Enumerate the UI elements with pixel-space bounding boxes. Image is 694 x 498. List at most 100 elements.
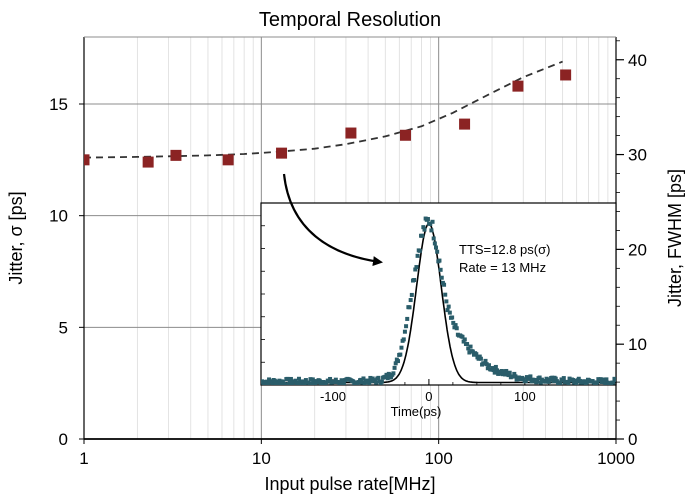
y2-tick-label: 40 [628,51,647,70]
inset-measured-point [393,361,398,366]
inset-measured-point [523,379,528,384]
inset-measured-point [398,352,403,357]
x-axis-title: Input pulse rate[MHz] [264,474,435,494]
y2-tick-label: 10 [628,335,647,354]
inset-measured-point [338,381,343,385]
inset-measured-point [421,225,426,230]
inset-measured-point [600,377,605,382]
data-point-marker [142,156,154,168]
inset-measured-point [435,249,440,254]
inset-measured-point [430,219,435,224]
inset-measured-point [476,356,481,361]
inset-measured-point [374,380,379,385]
inset-background [260,202,617,386]
inset-measured-point [417,248,422,253]
inset-measured-point [409,292,414,297]
inset-measured-point [485,366,490,371]
inset-measured-point [495,368,500,373]
inset-measured-point [420,233,425,238]
inset-measured-point [295,381,300,385]
inset-measured-point [535,379,540,384]
x-tick-label: 1000 [597,449,635,468]
y2-tick-label: 20 [628,240,647,259]
inset-measured-point [288,376,293,381]
inset-annotation-rate: Rate = 13 MHz [459,260,546,275]
inset-measured-point [444,299,449,304]
inset-measured-point [468,344,473,349]
inset-measured-point [498,371,503,376]
inset-measured-point [507,370,512,375]
inset-measured-point [379,379,384,384]
inset-measured-point [317,378,322,383]
inset-measured-point [366,379,371,384]
inset-measured-point [603,382,608,385]
inset-measured-point [501,369,506,374]
inset-measured-point [602,380,607,385]
inset-measured-point [296,376,301,381]
inset-measured-point [604,377,609,382]
inset-measured-point [272,378,277,383]
inset-measured-point [360,380,365,385]
inset-measured-point [574,381,579,385]
inset-chart: Time(ps) TTS=12.8 ps(σ) Rate = 13 MHz -1… [260,202,617,419]
inset-measured-point [474,352,479,357]
inset-measured-point [321,379,326,384]
inset-measured-point [490,366,495,371]
inset-measured-point [405,316,410,321]
data-point-marker [84,154,90,166]
inset-measured-point [595,380,600,385]
inset-measured-point [511,374,516,379]
inset-measured-point [376,375,381,380]
inset-measured-point [453,323,458,328]
inset-measured-point [285,376,290,381]
inset-measured-point [461,339,466,344]
inset-measured-point [467,350,472,355]
inset-measured-point [493,364,498,369]
inset-measured-point [385,376,390,381]
inset-measured-point [439,275,444,280]
inset-measured-point [566,381,571,385]
inset-measured-point [328,376,333,381]
inset-measured-point [512,371,517,376]
inset-measured-point [503,372,508,377]
data-point-marker [512,80,524,92]
inset-measured-point [500,372,505,377]
inset-measured-point [445,308,450,313]
x-tick-label: 100 [424,449,452,468]
inset-measured-point [313,381,318,385]
inset-measured-point [309,381,314,385]
y-tick-label: 5 [59,318,68,337]
inset-measured-point [303,378,308,383]
y2-axis-title: Jitter, FWHM [ps] [665,169,685,307]
data-point-marker [276,147,288,159]
inset-measured-point [553,376,558,381]
main-series [84,60,572,168]
inset-measured-point [392,365,397,370]
inset-measured-point [513,374,518,379]
inset-measured-point [613,377,616,382]
inset-measured-point [438,267,443,272]
inset-measured-point [460,334,465,339]
chart-title: Temporal Resolution [259,9,441,31]
inset-measured-point [521,377,526,382]
inset-measured-point [483,358,488,363]
y2-tick-label: 30 [628,146,647,165]
inset-measured-point [399,345,404,350]
inset-measured-point [611,380,616,385]
inset-annotation-tts: TTS=12.8 ps(σ) [459,242,550,257]
inset-measured-point [384,372,389,377]
inset-measured-point [533,377,538,382]
y-tick-label: 10 [49,207,68,226]
inset-measured-point [443,292,448,297]
inset-x-tick-label: 100 [514,389,536,404]
inset-measured-point [428,222,433,227]
inset-measured-point [554,379,559,384]
inset-measured-point [538,380,543,385]
fit-curve-dashed [84,60,563,159]
inset-measured-point [561,376,566,381]
inset-measured-point [415,253,420,258]
inset-measured-point [470,349,475,354]
inset-measured-point [551,379,556,384]
inset-measured-point [491,368,496,373]
